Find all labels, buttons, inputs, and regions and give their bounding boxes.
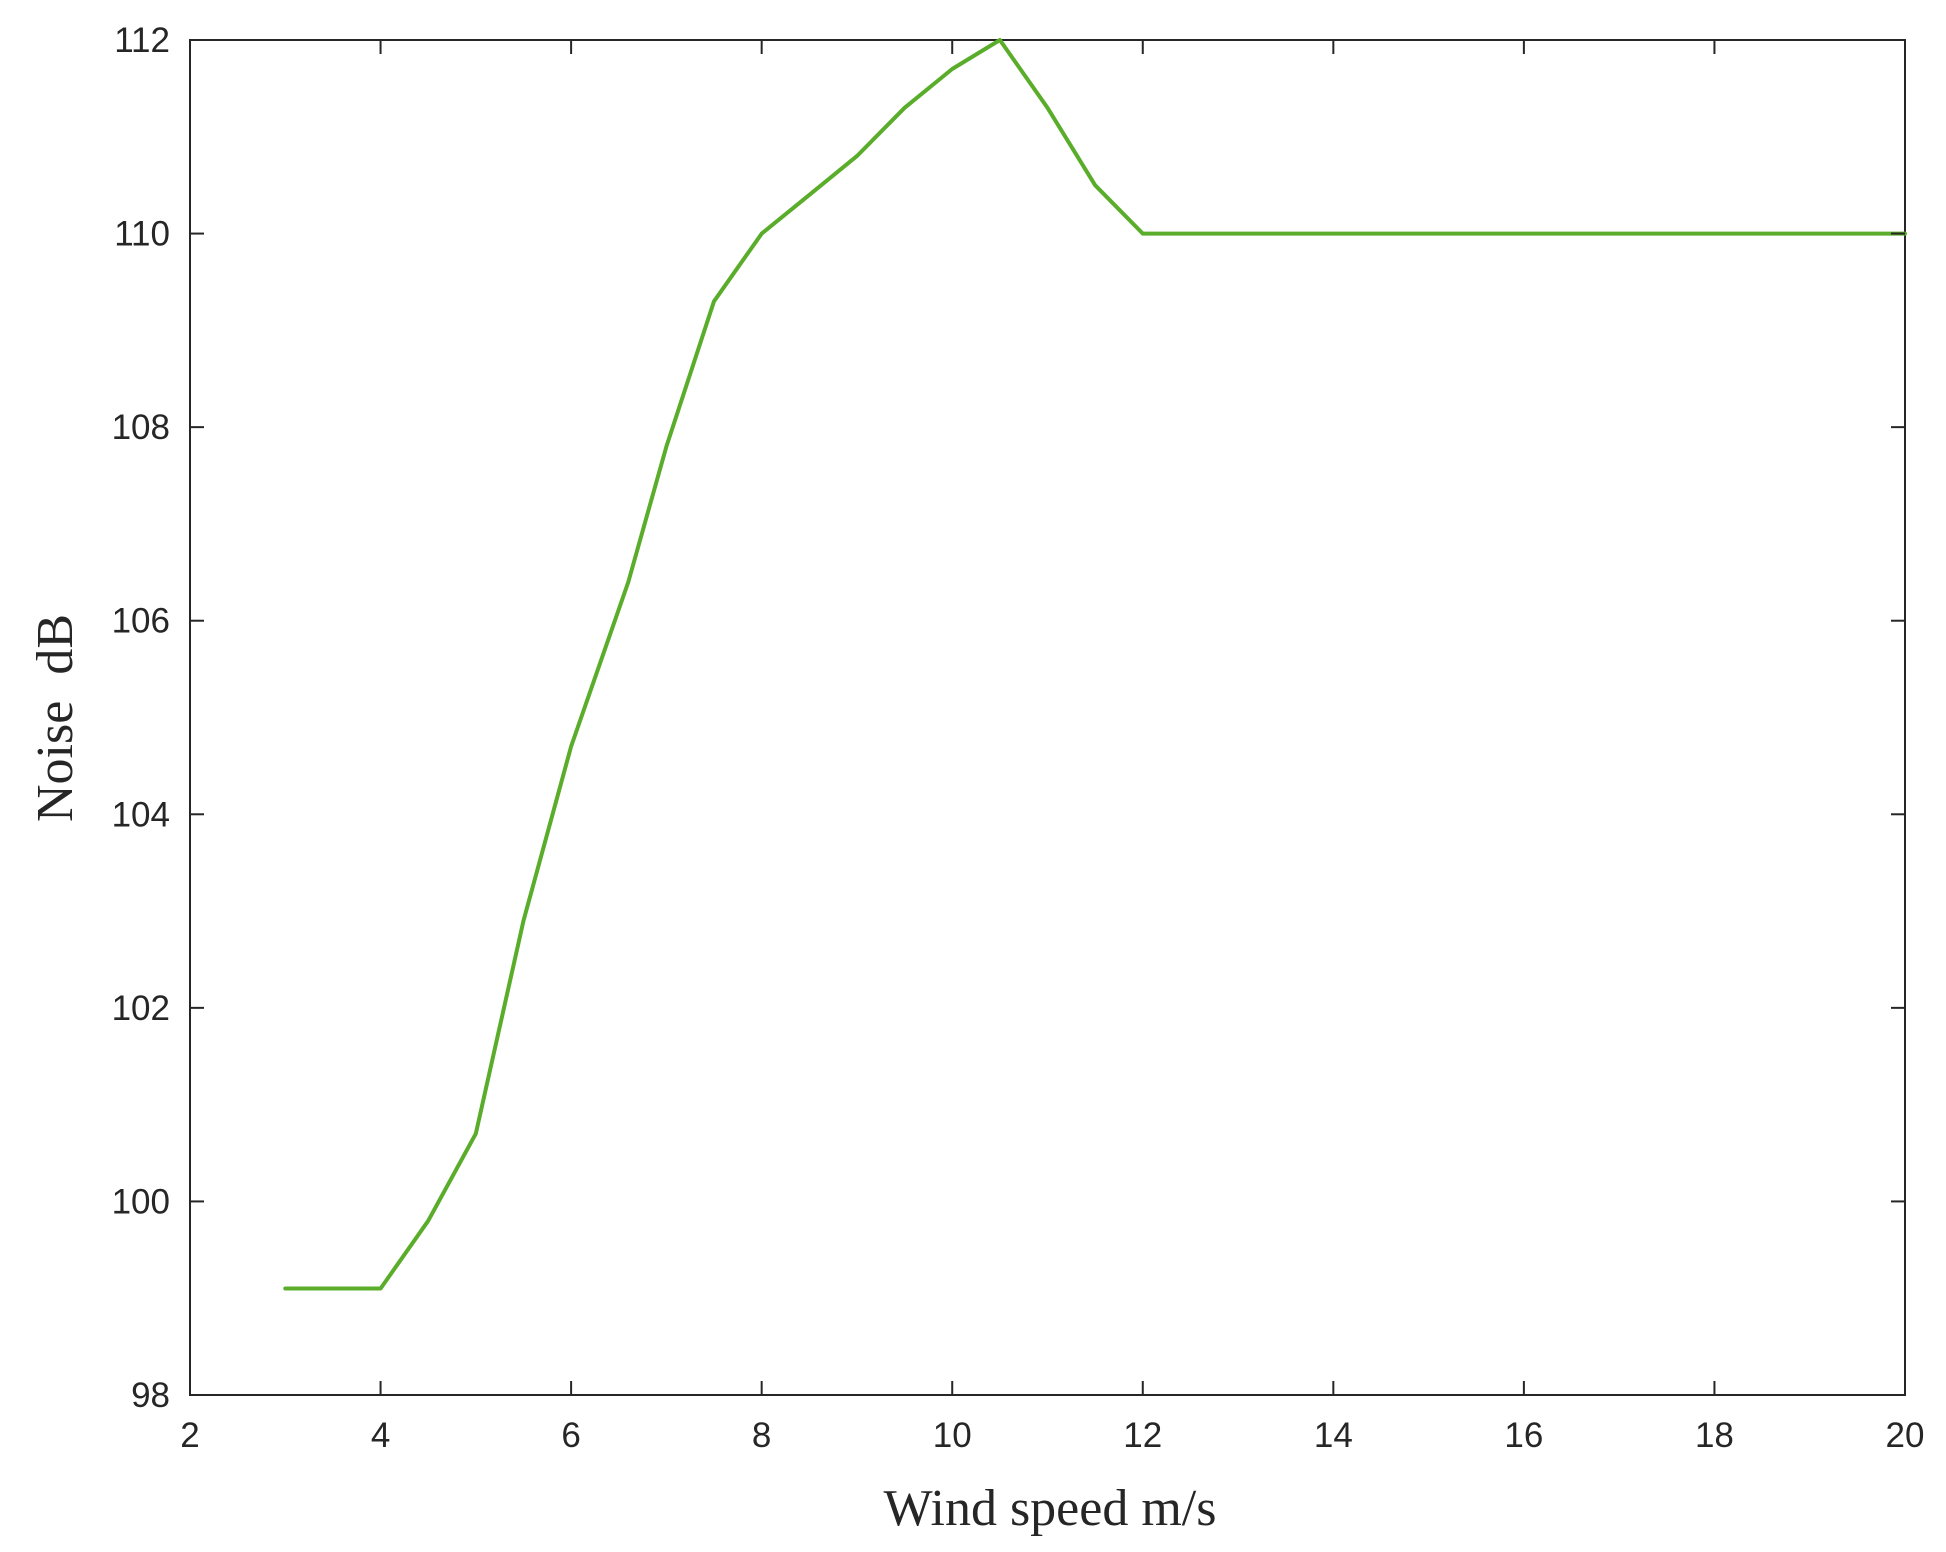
x-tick-label: 16 xyxy=(1504,1416,1543,1455)
y-tick-label: 112 xyxy=(114,21,170,60)
x-tick-label: 4 xyxy=(371,1416,390,1455)
y-tick-label: 102 xyxy=(112,989,170,1028)
y-tick-label: 106 xyxy=(112,602,170,641)
y-tick-label: 110 xyxy=(114,215,170,254)
x-tick-label: 8 xyxy=(752,1416,771,1455)
tick-labels: 2 4 6 8 10 12 14 16 18 20 98 100 102 104 106 108 110 112 xyxy=(112,21,1925,1455)
ticks-layer xyxy=(189,39,1906,1396)
series-line xyxy=(283,38,1907,1291)
y-tick-label: 100 xyxy=(112,1182,170,1221)
x-tick-label: 14 xyxy=(1314,1416,1353,1455)
x-tick-label: 6 xyxy=(561,1416,580,1455)
y-tick-label: 104 xyxy=(112,795,170,834)
x-tick-label: 10 xyxy=(933,1416,972,1455)
x-tick-label: 18 xyxy=(1695,1416,1734,1455)
y-tick-label: 98 xyxy=(131,1376,170,1415)
y-tick-label: 108 xyxy=(112,408,170,447)
plot-area xyxy=(189,39,1906,1396)
x-tick-label: 20 xyxy=(1886,1416,1925,1455)
x-axis-title: Wind speed m/s xyxy=(884,1480,1217,1537)
y-axis-title: Noise dB xyxy=(27,614,84,822)
x-tick-label: 12 xyxy=(1123,1416,1162,1455)
x-tick-label: 2 xyxy=(180,1416,199,1455)
plot-frame xyxy=(189,39,1906,1396)
series-layer xyxy=(283,38,1907,1291)
